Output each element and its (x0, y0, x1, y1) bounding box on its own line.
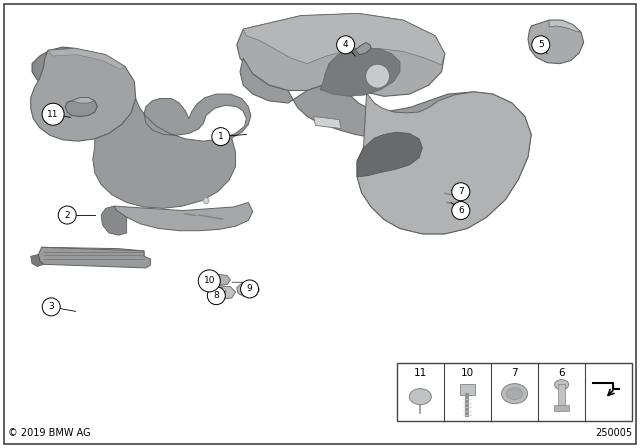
Text: 7: 7 (458, 187, 463, 196)
Polygon shape (32, 47, 95, 92)
Text: 10: 10 (204, 276, 215, 285)
Polygon shape (93, 94, 251, 208)
Polygon shape (210, 286, 236, 299)
Text: 10: 10 (461, 368, 474, 379)
Circle shape (207, 287, 225, 305)
Polygon shape (101, 206, 127, 235)
FancyBboxPatch shape (558, 384, 565, 407)
Polygon shape (237, 13, 445, 96)
Polygon shape (65, 98, 97, 116)
Circle shape (452, 202, 470, 220)
Circle shape (42, 103, 64, 125)
Polygon shape (114, 202, 253, 231)
Polygon shape (355, 43, 371, 55)
Polygon shape (31, 254, 44, 267)
Text: 6: 6 (458, 206, 463, 215)
Polygon shape (320, 47, 400, 96)
Circle shape (365, 64, 390, 88)
FancyBboxPatch shape (554, 405, 569, 411)
Circle shape (218, 288, 226, 296)
Ellipse shape (507, 388, 522, 400)
Text: 6: 6 (558, 368, 565, 379)
Polygon shape (549, 20, 581, 32)
Polygon shape (31, 48, 136, 141)
Polygon shape (357, 68, 531, 234)
Circle shape (203, 198, 209, 204)
FancyBboxPatch shape (397, 363, 632, 421)
Circle shape (452, 183, 470, 201)
Text: 3: 3 (49, 302, 54, 311)
Text: 7: 7 (511, 368, 518, 379)
Polygon shape (42, 247, 144, 256)
Polygon shape (211, 274, 230, 285)
Text: 5: 5 (538, 40, 543, 49)
Ellipse shape (555, 379, 569, 390)
Polygon shape (240, 58, 531, 234)
Text: 1: 1 (218, 132, 223, 141)
Ellipse shape (410, 389, 431, 405)
Circle shape (241, 280, 259, 298)
Text: © 2019 BMW AG: © 2019 BMW AG (8, 428, 91, 438)
Circle shape (337, 36, 355, 54)
Text: 4: 4 (343, 40, 348, 49)
Text: 2: 2 (65, 211, 70, 220)
Text: 8: 8 (214, 291, 219, 300)
Text: 9: 9 (247, 284, 252, 293)
Text: 11: 11 (47, 110, 59, 119)
Ellipse shape (502, 383, 527, 404)
Text: 11: 11 (413, 368, 427, 379)
Circle shape (42, 298, 60, 316)
Polygon shape (72, 98, 95, 103)
Polygon shape (38, 247, 150, 268)
Text: 250005: 250005 (595, 428, 632, 438)
Circle shape (198, 270, 220, 292)
Polygon shape (243, 13, 445, 65)
Polygon shape (357, 132, 422, 177)
Polygon shape (528, 20, 584, 64)
FancyBboxPatch shape (4, 4, 636, 444)
Polygon shape (237, 283, 259, 297)
Circle shape (58, 206, 76, 224)
FancyBboxPatch shape (460, 384, 475, 395)
Polygon shape (314, 116, 341, 129)
Polygon shape (48, 48, 125, 69)
Circle shape (532, 36, 550, 54)
Circle shape (212, 128, 230, 146)
